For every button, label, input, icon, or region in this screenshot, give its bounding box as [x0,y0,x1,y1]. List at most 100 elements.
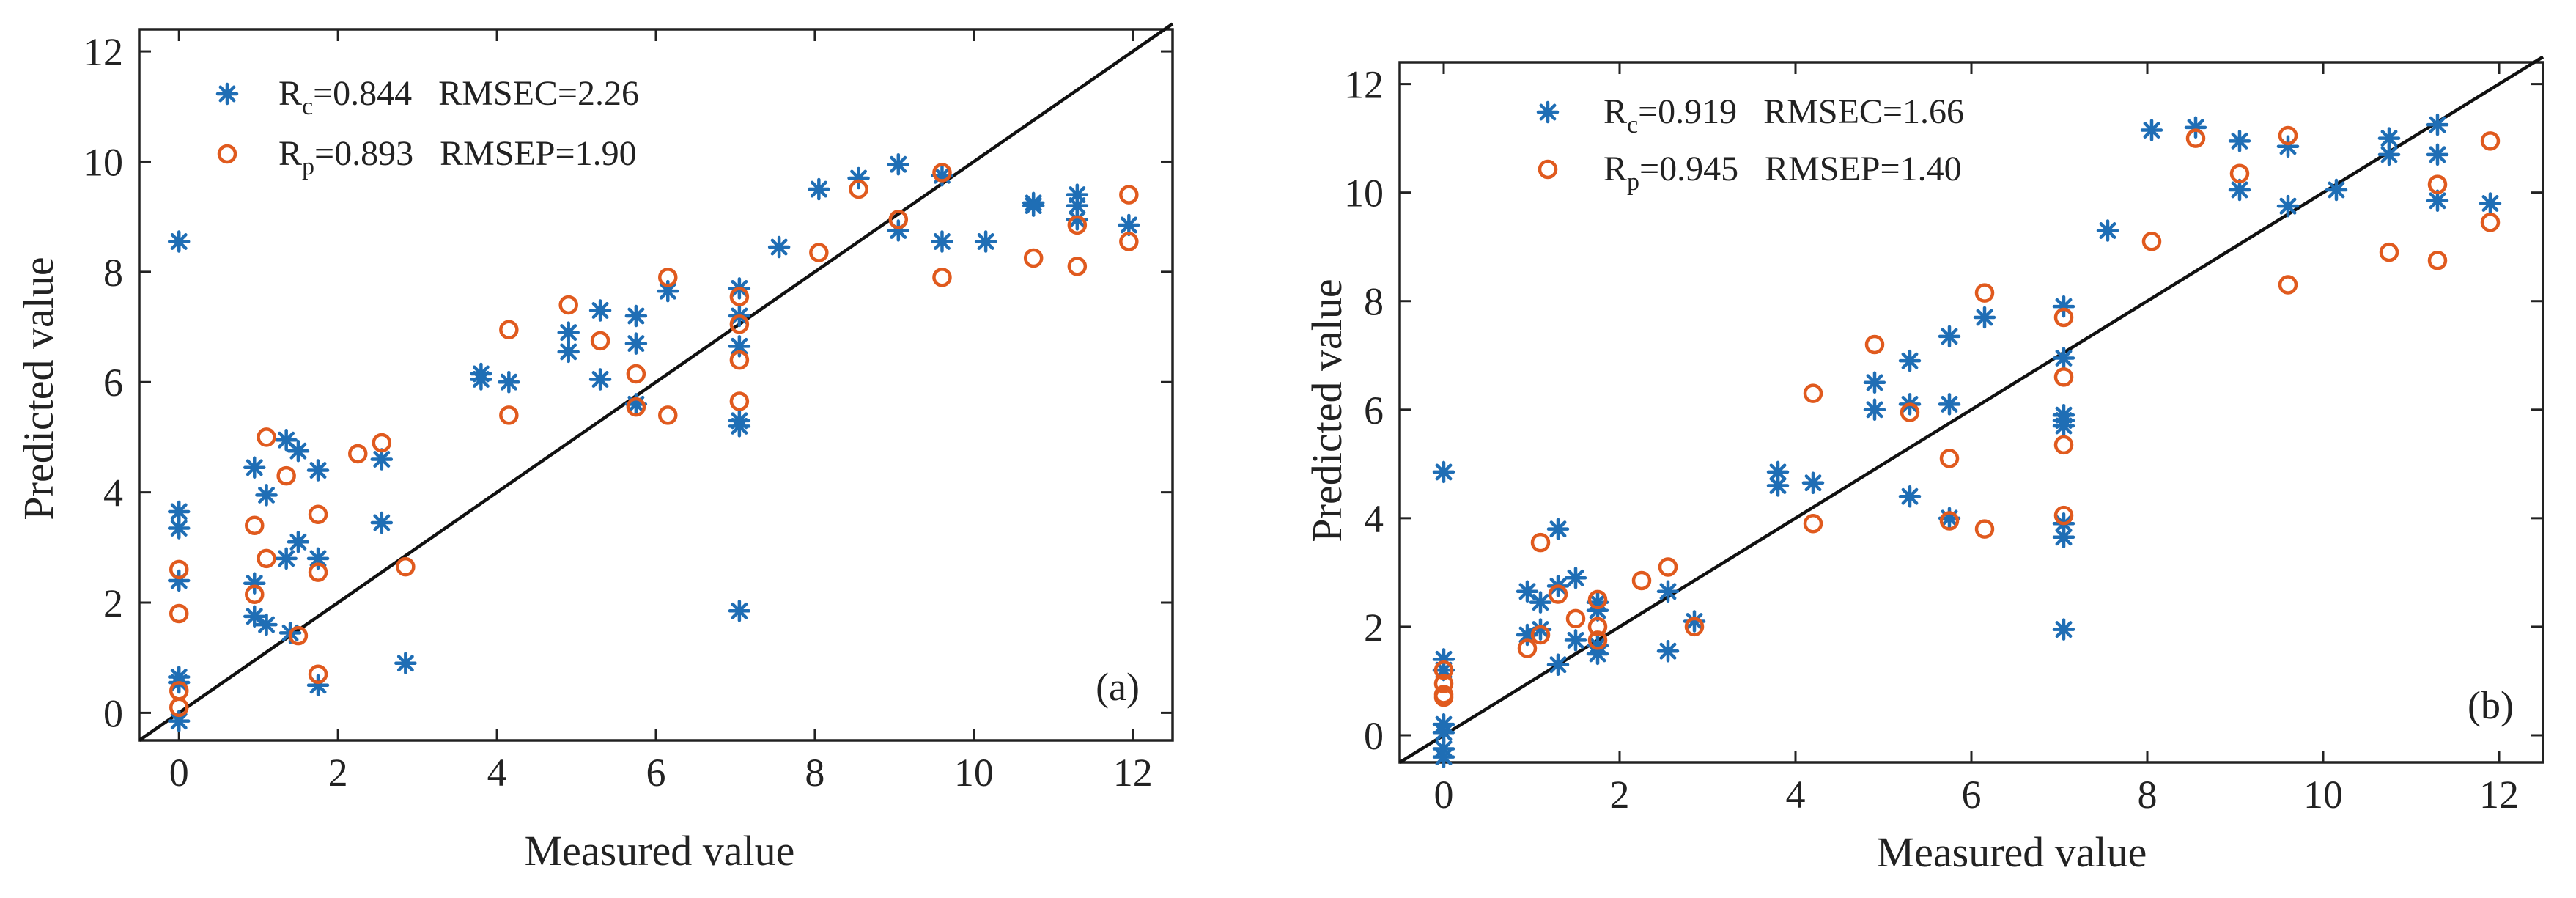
point-prediction [729,314,750,334]
chart-panel-a: Predicted value Measured value (a) Rc=0.… [0,0,1202,894]
point-calibration [2426,113,2449,136]
point-calibration [2426,143,2449,166]
point-prediction [626,397,646,417]
point-prediction [1067,257,1088,276]
point-prediction [2053,307,2074,328]
y-axis-title: Predicted value [1303,279,1351,542]
point-calibration [588,299,612,322]
x-axis-title: Measured value [525,827,795,875]
point-calibration [2052,618,2075,641]
legend-calibration-stats: =0.844 RMSEC=2.26 [313,74,639,113]
point-calibration [1898,485,1922,508]
point-prediction [288,625,309,646]
point-calibration [1898,349,1922,372]
point-calibration [2228,130,2251,152]
point-prediction [932,163,952,183]
y-tick-label: 8 [103,251,123,295]
point-calibration [287,439,310,463]
point-prediction [1974,283,1995,303]
point-prediction [1530,625,1551,645]
panel-label: (a) [1096,665,1140,709]
y-tick-label: 4 [1364,497,1384,541]
point-prediction [849,179,868,199]
point-calibration [1432,746,1455,768]
point-calibration [470,368,492,391]
point-prediction [2141,232,2162,251]
y-tick-label: 6 [103,361,123,405]
reference-line [138,22,1174,742]
legend-calibration-stats: =0.919 RMSEC=1.66 [1638,92,1964,131]
point-calibration [275,428,298,452]
point-prediction [1939,449,1960,468]
point-prediction [1587,617,1608,637]
series-calibration [1432,113,2502,768]
panel-label: (b) [2468,683,2514,727]
point-prediction [308,664,328,685]
point-calibration [588,368,612,391]
point-prediction [1023,248,1044,268]
point-calibration [2052,347,2075,369]
point-prediction [888,210,909,229]
point-prediction [2053,435,2074,455]
point-prediction [308,562,328,582]
point-prediction [308,504,328,524]
series-calibration [167,152,1140,732]
point-prediction [1587,589,1608,610]
point-calibration [1973,306,1996,329]
point-prediction [257,548,276,569]
point-calibration [306,547,330,570]
point-calibration [1432,460,1455,484]
x-tick-label: 4 [487,751,507,795]
y-tick-label: 10 [1344,172,1384,216]
plot-area: 0 2 4 6 8 10 12 0 2 4 6 8 10 12 [84,22,1174,795]
point-calibration [1863,398,1886,422]
point-prediction [729,350,750,370]
series-prediction [1433,125,2501,707]
point-calibration [1529,618,1552,641]
point-prediction [372,433,392,453]
point-prediction [729,391,750,411]
point-prediction [1548,584,1568,604]
point-prediction [932,268,952,287]
point-prediction [1530,532,1551,553]
point-calibration [1564,567,1587,589]
legend-marker-calibration [215,82,239,106]
point-prediction [245,515,265,535]
x-tick-label: 12 [2479,773,2519,817]
y-tick-label: 2 [103,581,123,625]
point-prediction [257,427,276,447]
legend-prediction-sub: p [1627,169,1639,196]
x-tick-label: 6 [646,751,666,795]
legend-calibration-sub: c [1627,111,1638,139]
point-prediction [1433,674,1454,693]
point-calibration [1656,580,1680,603]
point-prediction [1587,630,1608,650]
point-calibration [167,230,191,253]
legend-calibration-prefix: R [278,74,302,113]
point-prediction [1658,557,1678,577]
point-calibration [1564,629,1587,652]
point-calibration [931,230,953,253]
point-prediction [1974,519,1995,539]
point-calibration [394,652,417,674]
y-tick-label: 10 [84,140,123,184]
point-prediction [1939,511,1960,531]
point-calibration [974,230,997,253]
point-calibration [2052,526,2075,549]
point-calibration [243,605,266,628]
point-prediction [169,697,189,718]
y-tick-label: 0 [103,691,123,735]
point-prediction [1067,215,1088,235]
point-calibration [498,370,520,394]
point-calibration [2052,414,2075,438]
point-prediction [2185,128,2206,148]
x-axis-title: Measured value [1877,828,2147,876]
point-prediction [169,559,189,580]
y-tick-label: 8 [1364,280,1384,324]
point-prediction [1684,617,1705,637]
legend-prediction-stats: =0.893 RMSEP=1.90 [314,134,637,173]
point-prediction [1119,185,1139,205]
y-tick-label: 12 [84,30,123,74]
x-tick-label: 12 [1113,751,1153,795]
point-prediction [729,287,750,306]
